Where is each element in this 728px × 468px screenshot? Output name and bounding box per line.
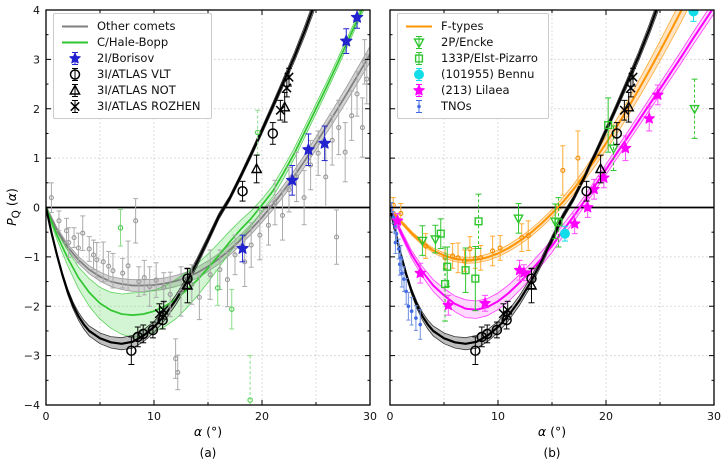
down-triangle-icon — [413, 35, 425, 49]
legend-item--213-lilaea: (213) Lilaea — [404, 82, 538, 98]
series-hale_bopp_data — [117, 109, 261, 405]
x-tick-label: 10 — [147, 410, 161, 423]
y-axis-label: PQ (α) — [3, 188, 23, 226]
legend-label: C/Hale-Bopp — [97, 34, 169, 49]
panel-caption-b: (b) — [543, 446, 561, 460]
series-borisov — [236, 10, 364, 263]
ylabel-subscript: Q — [10, 210, 23, 219]
open-circle-icon — [69, 67, 81, 81]
x-tick-label: 30 — [707, 410, 721, 423]
square-icon — [414, 51, 424, 65]
legend-item-f-types: F-types — [404, 18, 538, 34]
x-axis-label-a: α (°) — [193, 424, 223, 439]
series-atlas_rozhen — [154, 67, 294, 325]
tick-marks — [389, 9, 715, 406]
legend-panel-a: Other comets C/Hale-Bopp 2I/Borisov 3I/ATLA… — [53, 13, 212, 119]
series-atlas_not — [181, 91, 291, 304]
legend-label: F-types — [441, 18, 484, 33]
y-tick-label: −1 — [24, 251, 40, 264]
legend-item-tnos: TNOs — [404, 98, 538, 114]
y-tick-label: −4 — [24, 399, 40, 412]
legend-item-3i-atlas-rozhen: 3I/ATLAS ROZHEN — [60, 98, 201, 114]
x-tick-label: 20 — [255, 410, 269, 423]
y-tick-label: 0 — [33, 202, 40, 215]
orange-line-icon — [406, 25, 432, 27]
curve-f_types — [390, 10, 683, 262]
y-tick-label: −3 — [24, 350, 40, 363]
x-tick-label: 0 — [43, 410, 50, 423]
series-p133 — [436, 97, 613, 322]
legend-item-3i-atlas-vlt: 3I/ATLAS VLT — [60, 66, 201, 82]
legend-label: (213) Lilaea — [441, 82, 510, 97]
y-tick-label: 1 — [33, 152, 40, 165]
x-tick-label: 20 — [599, 410, 613, 423]
tno-dot-icon — [416, 99, 422, 113]
y-tick-label: 3 — [33, 53, 40, 66]
y-tick-label: −2 — [24, 300, 40, 313]
green-line-icon — [62, 41, 88, 43]
legend-label: 133P/Elst-Pizarro — [441, 50, 538, 65]
legend-label: 3I/ATLAS NOT — [97, 82, 176, 97]
legend-item-other-comets: Other comets — [60, 18, 201, 34]
x-tick-label: 10 — [491, 410, 505, 423]
series-atlas_vlt — [126, 122, 279, 366]
legend-item-c-hale-bopp: C/Hale-Bopp — [60, 34, 201, 50]
series-atlas_rozhen — [498, 67, 638, 325]
magenta-star-icon — [413, 83, 425, 97]
x-tick-label: 0 — [387, 410, 394, 423]
ylabel-symbol: P — [3, 218, 19, 226]
legend-item-3i-atlas-not: 3I/ATLAS NOT — [60, 82, 201, 98]
y-tick-label: 4 — [33, 4, 40, 17]
y-tick-label: 2 — [33, 103, 40, 116]
curve-other_comets — [46, 53, 370, 287]
tick-marks — [45, 9, 371, 406]
triangle-icon — [69, 83, 81, 97]
legend-item-2i-borisov: 2I/Borisov — [60, 50, 201, 66]
plot-panel-a — [46, 10, 370, 405]
cyan-circle-icon — [414, 67, 424, 81]
curve-lilaea_fit — [390, 10, 714, 311]
panel-caption-a: (a) — [199, 446, 217, 460]
curve-hale_bopp — [46, 10, 363, 316]
series-bennu — [559, 10, 699, 242]
curve-atlas_3i — [46, 10, 314, 345]
legend-label: 2P/Encke — [441, 34, 494, 49]
x-mark-icon — [70, 99, 80, 113]
legend-panel-b: F-types 2P/Encke 133P/Elst-Pizarro (101955)… — [397, 13, 549, 119]
legend-item-2p-encke: 2P/Encke — [404, 34, 538, 50]
legend-label: 3I/ATLAS VLT — [97, 66, 171, 81]
gray-line-icon — [62, 25, 88, 27]
legend-label: 2I/Borisov — [97, 50, 155, 65]
x-axis-label-b: α (°) — [537, 424, 567, 439]
legend-label: (101955) Bennu — [441, 66, 535, 81]
series-lilaea — [391, 84, 664, 316]
plot-panel-b — [390, 10, 714, 405]
series-atlas_not — [525, 91, 635, 304]
legend-label: Other comets — [97, 18, 176, 33]
blue-star-icon — [69, 51, 81, 65]
legend-item-133p-elst-pizarro: 133P/Elst-Pizarro — [404, 50, 538, 66]
x-tick-label: 30 — [363, 410, 377, 423]
legend-label: TNOs — [441, 98, 472, 113]
legend-label: 3I/ATLAS ROZHEN — [97, 98, 201, 113]
legend-item--101955-bennu: (101955) Bennu — [404, 66, 538, 82]
